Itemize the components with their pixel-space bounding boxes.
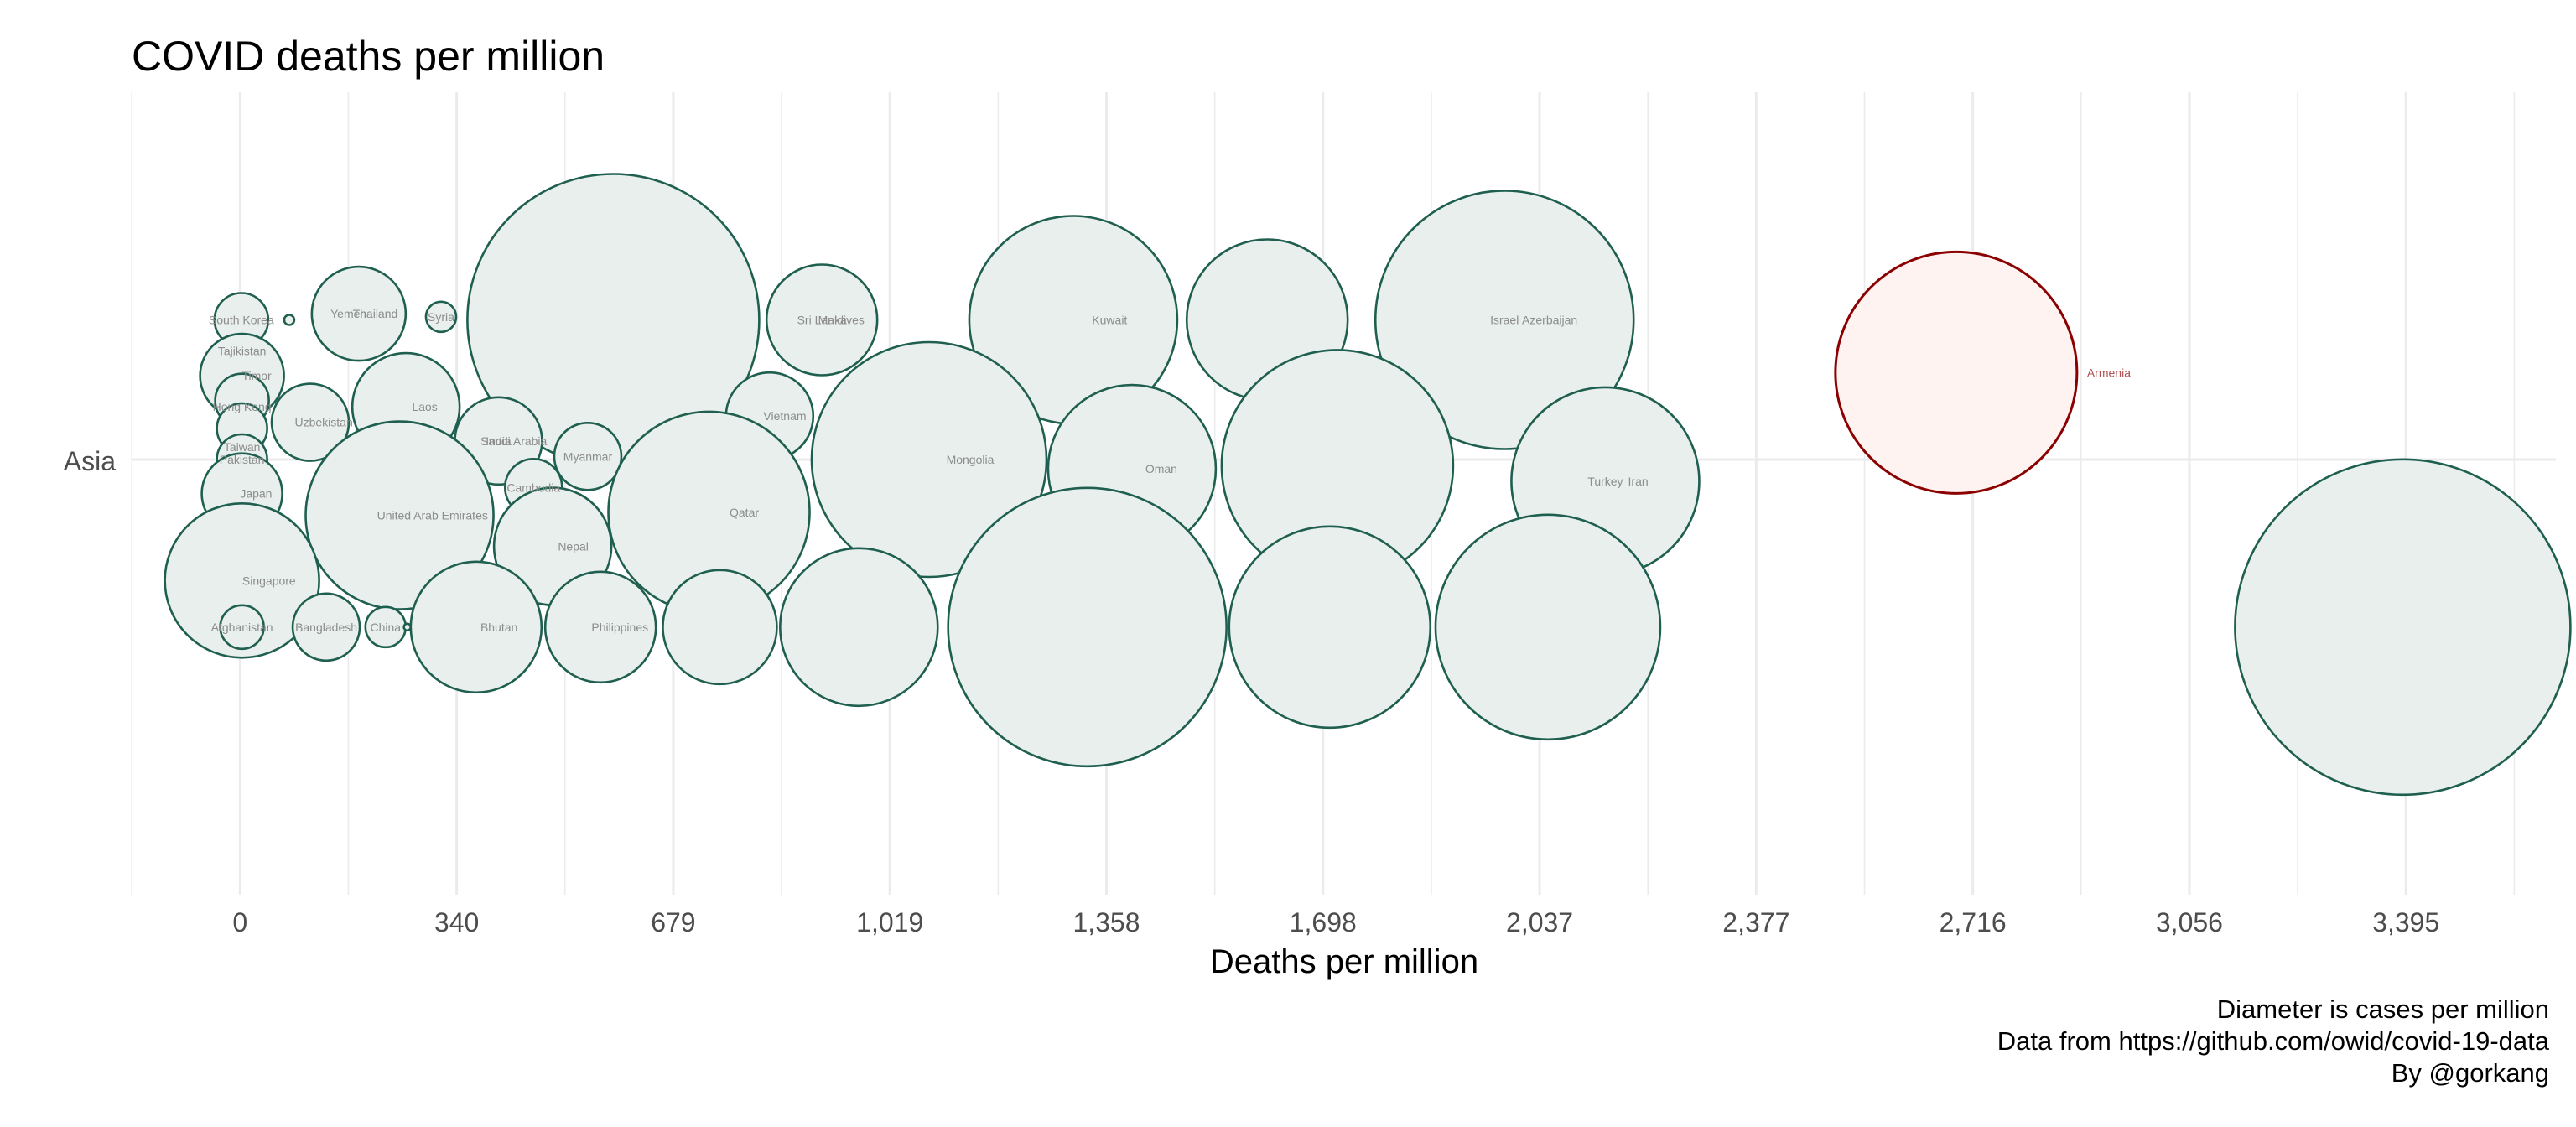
caption-line-1: Diameter is cases per million: [2217, 995, 2549, 1024]
bubble-40: [402, 622, 412, 632]
bubble-1: [283, 314, 296, 326]
bubble-label-philippines: Philippines: [591, 621, 648, 634]
x-axis-title: Deaths per million: [1210, 943, 1478, 980]
bubble-label-tajikistan: Tajikistan: [218, 345, 267, 358]
x-tick-label: 3,056: [2156, 907, 2223, 937]
bubbles: [164, 173, 2572, 797]
bubble-label-myanmar: Myanmar: [564, 449, 613, 463]
bubble-label-yemen: Yemen: [330, 307, 366, 320]
bubble-label-armenia: Armenia: [2087, 366, 2131, 379]
y-category-label: Asia: [64, 446, 116, 476]
bubble-azerbaijan: [1374, 190, 1635, 450]
x-tick-label: 1,019: [856, 907, 923, 937]
bubble-label-iran: Iran: [1628, 475, 1649, 488]
bubble-label-qatar: Qatar: [730, 506, 759, 519]
bubble-maldives: [765, 263, 879, 377]
bubble-label-united-arab-emirates: United Arab Emirates: [377, 509, 488, 522]
bubble-48: [2234, 458, 2572, 797]
bubble-44: [779, 547, 939, 708]
bubble-46: [1228, 525, 1432, 730]
bubble-label-thailand: Thailand: [353, 307, 398, 320]
bubble-label-saudi-arabia: Saudi Arabia: [480, 434, 548, 448]
chart-title: COVID deaths per million: [132, 33, 605, 80]
bubble-label-nepal: Nepal: [558, 540, 589, 553]
x-tick-label: 2,037: [1506, 907, 1573, 937]
bubble-label-bangladesh: Bangladesh: [295, 621, 357, 634]
bubble-label-maldives: Maldives: [818, 314, 865, 327]
bubble-label-pakistan: Pakistan: [220, 453, 265, 466]
caption-line-3: By @gorkang: [2392, 1058, 2549, 1088]
bubble-label-japan: Japan: [240, 487, 272, 501]
bubble-label-hong-kong: Hong Kong: [213, 400, 272, 413]
x-tick-label: 1,358: [1072, 907, 1140, 937]
bubble-afghanistan: [219, 604, 265, 651]
bubble-label-syria: Syria: [428, 310, 454, 324]
bubble-uzbekistan: [270, 382, 351, 462]
bubble-label-uzbekistan: Uzbekistan: [294, 416, 352, 429]
bubble-label-south-korea: South Korea: [209, 314, 274, 327]
x-tick-label: 679: [651, 907, 695, 937]
bubble-label-sri-lanka: Sri Lanka: [797, 314, 847, 327]
bubble-united-arab-emirates: [304, 420, 495, 610]
bubble-45: [947, 486, 1228, 768]
bubble-philippines: [543, 570, 657, 684]
bubble-label-china: China: [370, 621, 401, 634]
bubble-label-singapore: Singapore: [242, 574, 296, 587]
bubble-47: [1434, 513, 1662, 741]
bubble-label-israel: Israel: [1490, 314, 1519, 327]
x-tick-label: 340: [434, 907, 479, 937]
bubble-thailand: [310, 265, 408, 362]
x-tick-label: 0: [232, 907, 247, 937]
bubble-43: [662, 569, 778, 686]
bubble-mongolia: [810, 340, 1048, 579]
bubble-bangladesh: [291, 592, 361, 662]
bubble-singapore: [164, 501, 320, 659]
bubble-label-india: India: [486, 434, 512, 448]
x-tick-label: 3,395: [2372, 907, 2439, 937]
x-tick-label: 1,698: [1290, 907, 1357, 937]
bubble-label-azerbaijan: Azerbaijan: [1522, 314, 1577, 327]
x-tick-label: 2,716: [1940, 907, 2007, 937]
bubble-label-mongolia: Mongolia: [947, 453, 995, 466]
bubble-label-timor: Timor: [242, 369, 272, 382]
bubble-label-vietnam: Vietnam: [763, 409, 806, 423]
caption-line-2: Data from https://github.com/owid/covid-…: [1997, 1026, 2550, 1056]
bubble-armenia: [1834, 250, 2079, 495]
bubble-label-laos: Laos: [412, 400, 437, 413]
x-tick-label: 2,377: [1722, 907, 1789, 937]
bubble-label-kuwait: Kuwait: [1092, 314, 1127, 327]
bubble-label-oman: Oman: [1145, 462, 1177, 475]
bubble-label-afghanistan: Afghanistan: [211, 621, 273, 634]
bubble-bhutan: [409, 560, 543, 694]
x-axis-ticks: 0 340 679 1,019 1,358 1,698 2,037 2,377 2,716 3,0…: [232, 907, 2439, 937]
bubble-syria: [424, 300, 458, 334]
bubble-label-cambodia: Cambodia: [506, 480, 560, 494]
bubble-label-turkey: Turkey: [1587, 475, 1623, 488]
bubble-label-taiwan: Taiwan: [224, 440, 261, 454]
bubble-myanmar: [553, 421, 623, 491]
bubble-label-bhutan: Bhutan: [480, 621, 517, 634]
